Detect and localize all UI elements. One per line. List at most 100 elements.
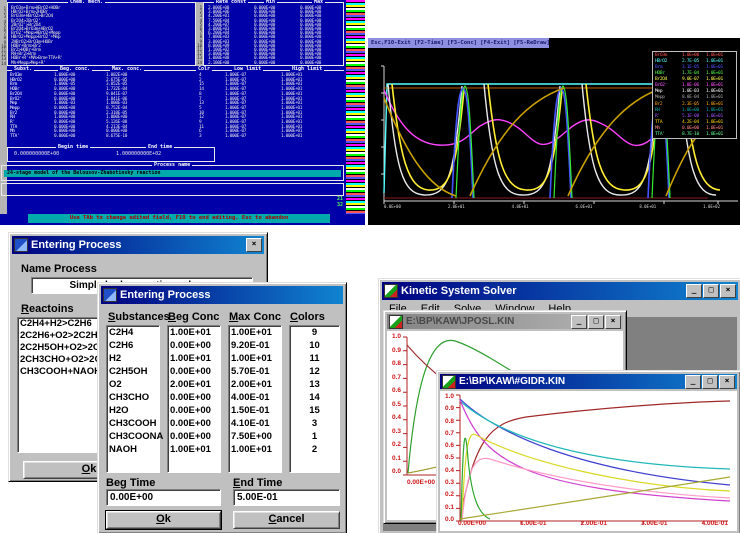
color-item[interactable]: 10 <box>290 339 339 352</box>
color-item[interactable]: 1 <box>290 430 339 443</box>
max-conc-col-label: Max Conc <box>229 311 281 323</box>
maximize-button[interactable]: □ <box>702 375 718 389</box>
bz-legend: BrO3m1.0E+001.0E+01 HBrO22.7E-051.0E+01 … <box>652 51 737 139</box>
ok-button[interactable]: Ok <box>106 511 221 529</box>
color-item[interactable]: 14 <box>290 391 339 404</box>
legend-row: BrO2'1.8E-061.0E+01 <box>655 83 734 88</box>
beg-conc-item[interactable]: 1.00E+01 <box>168 352 220 365</box>
beg-conc-item[interactable]: 0.00E+00 <box>168 417 220 430</box>
solver-titlebar[interactable]: Kinetic System Solver _ □ × <box>382 282 738 300</box>
beg-conc-item[interactable]: 0.00E+00 <box>168 404 220 417</box>
color-item[interactable]: 3 <box>290 417 339 430</box>
dialog-icon <box>103 288 117 302</box>
close-button[interactable]: × <box>719 375 735 389</box>
row-number: 14 <box>0 62 6 66</box>
beg-conc-item[interactable]: 0.00E+00 <box>168 339 220 352</box>
substance-item[interactable]: H2O <box>107 404 159 417</box>
max-conc-item[interactable]: 1.50E-01 <box>229 404 281 417</box>
color-item[interactable]: 9 <box>290 326 339 339</box>
max-conc-item[interactable]: 9.20E-01 <box>229 339 281 352</box>
maximize-button[interactable]: □ <box>703 284 719 298</box>
color-item[interactable]: 13 <box>290 378 339 391</box>
process-name-label: Process name <box>152 163 192 168</box>
substance-item[interactable]: CH3COONA <box>107 430 159 443</box>
y-tick-label: 0.6 <box>441 442 454 449</box>
substance-row[interactable]: TTA'0.000E+008.675E-10 31.000E-071.000E+… <box>10 135 333 140</box>
max-conc-item[interactable]: 2.00E+01 <box>229 378 281 391</box>
cancel-button[interactable]: Cancel <box>233 511 340 529</box>
y-tick-label: 0.0 <box>441 516 454 523</box>
legend-row: HBrO22.7E-051.0E+01 <box>655 59 734 64</box>
x-tick-label: 6.0E+01 <box>575 204 592 209</box>
end-time-label: End Time <box>233 477 282 489</box>
bz-plot-titlebar[interactable]: Esc,F10-Exit [F2-Time] [F3-Conc] [F4-Exi… <box>368 38 549 48</box>
beg-conc-header: Beg. conc. <box>58 67 92 72</box>
posl-x-axis-label: 0.00E+00 <box>407 479 435 486</box>
beg-conc-item[interactable]: 0.00E+00 <box>168 430 220 443</box>
end-time-value[interactable]: 1.000000000E+02 <box>116 151 161 157</box>
y-tick-label: 0.7 <box>441 430 454 437</box>
reactions-list: BrO3m+Brm>HBrO2+HOBrHBrO2+Brm>2HOBrBrO3m… <box>11 7 63 66</box>
dialog1-titlebar[interactable]: Entering Process × <box>12 236 264 254</box>
legend-row: Mepp8.8E-041.0E+01 <box>655 95 734 100</box>
substance-item[interactable]: CH3CHO <box>107 391 159 404</box>
substance-item[interactable]: H2 <box>107 352 159 365</box>
max-conc-item[interactable]: 4.10E-01 <box>229 417 281 430</box>
max-conc-item[interactable]: 1.00E+01 <box>229 326 281 339</box>
color-item[interactable]: 2 <box>290 443 339 456</box>
color-item[interactable]: 12 <box>290 365 339 378</box>
substance-item[interactable]: NAOH <box>107 443 159 456</box>
posl-y-axis-labels: 1.00.90.80.70.60.50.40.30.20.10.0 <box>388 333 401 475</box>
beg-time-input[interactable]: 0.00E+00 <box>106 489 221 506</box>
screen: 1234567891011121314 Chem. mech. BrO3m+Br… <box>0 0 740 533</box>
max-conc-listbox[interactable]: 1.00E+019.20E-011.00E+015.70E-012.00E+01… <box>228 325 282 473</box>
bz-x-ticks: 0.0E+002.0E+014.0E+016.0E+018.0E+011.0E+… <box>384 204 720 209</box>
color-item[interactable]: 11 <box>290 352 339 365</box>
rate-row[interactable]: 2.100E+000.000E+000.000E+00 <box>208 62 346 66</box>
end-time-input[interactable]: 5.00E-01 <box>233 489 340 506</box>
max-conc-item[interactable]: 7.50E+00 <box>229 430 281 443</box>
close-button[interactable]: × <box>246 238 262 252</box>
y-tick-label: 1.0 <box>441 393 454 400</box>
child-a-title: E:\BP\KAW\JPOSL.KIN <box>406 316 571 327</box>
max-conc-item[interactable]: 1.00E+01 <box>229 352 281 365</box>
dialog2-titlebar[interactable]: Entering Process <box>101 286 343 304</box>
beg-time-label: Beg Time <box>106 477 155 489</box>
minimize-button[interactable]: _ <box>571 315 587 329</box>
dialog-entering-process-2: Entering Process Substances Beg Conc Max… <box>97 282 347 533</box>
substance-item[interactable]: C2H5OH <box>107 365 159 378</box>
minimize-button[interactable]: _ <box>685 375 701 389</box>
substances-listbox[interactable]: C2H4C2H6H2C2H5OHO2CH3CHOH2OCH3COOHCH3COO… <box>106 325 160 473</box>
max-conc-item[interactable]: 4.00E-01 <box>229 391 281 404</box>
substance-item[interactable]: C2H4 <box>107 326 159 339</box>
solver-title: Kinetic System Solver <box>401 285 686 297</box>
substance-item[interactable]: CH3COOH <box>107 417 159 430</box>
empty-field-box[interactable] <box>1 183 344 196</box>
beg-conc-item[interactable]: 1.00E+01 <box>168 443 220 456</box>
max-conc-item[interactable]: 5.70E-01 <box>229 365 281 378</box>
close-button[interactable]: × <box>720 284 736 298</box>
beg-conc-item[interactable]: 2.00E+01 <box>168 378 220 391</box>
document-icon <box>442 375 456 389</box>
max-conc-header: Max. conc. <box>110 67 144 72</box>
color-item[interactable]: 15 <box>290 404 339 417</box>
beg-conc-item[interactable]: 0.00E+00 <box>168 391 220 404</box>
process-name-value[interactable]: 24-stage model of the Belousov-Zhabotins… <box>4 170 341 177</box>
dialog-icon <box>14 238 28 252</box>
substance-item[interactable]: C2H6 <box>107 339 159 352</box>
maximize-button[interactable]: □ <box>588 315 604 329</box>
substance-item[interactable]: O2 <box>107 378 159 391</box>
max-conc-item[interactable]: 1.00E+01 <box>229 443 281 456</box>
beg-conc-listbox[interactable]: 1.00E+010.00E+001.00E+010.00E+002.00E+01… <box>167 325 221 473</box>
begin-time-value[interactable]: 0.000000000E+00 <box>14 151 59 157</box>
minimize-button[interactable]: _ <box>686 284 702 298</box>
child-a-titlebar[interactable]: E:\BP\KAW\JPOSL.KIN _ □ × <box>387 314 623 329</box>
child-b-titlebar[interactable]: E:\BP\KAW\#GIDR.KIN _ □ × <box>440 374 737 389</box>
legend-row: Mh0.0E+001.0E+01 <box>655 126 734 131</box>
y-tick-label: 0.8 <box>441 418 454 425</box>
gidr-x-axis-labels: 0.00E+001.00E-012.00E-013.00E-014.00E-01 <box>458 520 728 527</box>
beg-conc-item[interactable]: 1.00E+01 <box>168 326 220 339</box>
close-button[interactable]: × <box>605 315 621 329</box>
beg-conc-item[interactable]: 0.00E+00 <box>168 365 220 378</box>
colors-listbox[interactable]: 9101112131415312 <box>289 325 340 473</box>
